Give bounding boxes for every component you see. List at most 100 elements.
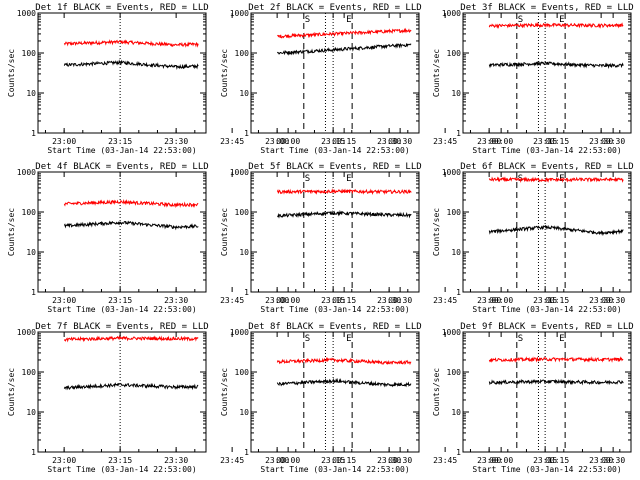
y-axis-label: Counts/sec	[432, 49, 441, 97]
start-marker-label: S	[518, 174, 523, 184]
x-axis-label: Start Time (03-Jan-14 22:53:00)	[47, 146, 196, 155]
chart-panel-3: Det 3f BLACK = Events, RED = LLD 1 10 100 10…	[432, 3, 634, 155]
chart-panel-9: Det 9f BLACK = Events, RED = LLD 1 10 100 10…	[432, 322, 634, 474]
y-tick-label: 100	[235, 49, 250, 58]
events-series-line	[488, 378, 624, 386]
lld-series-line	[63, 198, 199, 209]
chart-panel-8: Det 8f BLACK = Events, RED = LLD 1 10 100 10…	[220, 322, 625, 474]
x-tick-label: 23:45	[220, 137, 244, 146]
x-tick-label: 00:30	[601, 296, 625, 305]
y-tick-label: 1	[31, 288, 36, 297]
y-tick-label: 1000	[442, 328, 461, 337]
lld-series-line	[277, 27, 412, 39]
x-tick-label: 23:15	[108, 456, 132, 465]
x-tick-label: 23:15	[533, 137, 557, 146]
x-tick-label: 23:00	[265, 137, 289, 146]
x-tick-label: 23:30	[164, 296, 188, 305]
y-tick-label: 1	[456, 129, 461, 138]
y-tick-label: 100	[22, 368, 37, 377]
lld-series-line	[488, 176, 624, 183]
y-tick-label: 100	[447, 368, 462, 377]
y-tick-label: 100	[22, 49, 37, 58]
y-tick-label: 1000	[442, 9, 461, 18]
chart-title: Det 1f BLACK = Events, RED = LLD	[35, 3, 208, 13]
x-tick-label: 23:30	[589, 137, 613, 146]
x-tick-label: 23:30	[377, 137, 401, 146]
end-marker-label: E	[559, 15, 564, 25]
y-axis-label: Counts/sec	[7, 49, 16, 97]
x-tick-label: 23:15	[321, 296, 345, 305]
y-tick-label: 1	[244, 448, 249, 457]
x-tick-label: 00:00	[489, 456, 513, 465]
chart-panel-7: Det 7f BLACK = Events, RED = LLD11010010…	[7, 322, 412, 474]
x-tick-label: 23:30	[164, 137, 188, 146]
events-series-line	[63, 220, 199, 231]
x-tick-label: 23:00	[477, 456, 501, 465]
lld-series-line	[276, 356, 412, 366]
plot-frame	[462, 331, 632, 453]
x-tick-label: 23:15	[108, 296, 132, 305]
x-tick-label: 00:30	[388, 296, 412, 305]
x-tick-label: 23:30	[164, 456, 188, 465]
y-axis-label: Counts/sec	[220, 49, 229, 97]
y-tick-label: 10	[451, 248, 461, 257]
end-marker-label: E	[346, 15, 351, 25]
x-tick-label: 23:15	[321, 137, 345, 146]
x-tick-label: 23:30	[377, 456, 401, 465]
x-axis-label: Start Time (03-Jan-14 22:53:00)	[47, 465, 196, 474]
y-tick-label: 10	[26, 89, 36, 98]
x-tick-label: 23:00	[477, 137, 501, 146]
end-marker-label: E	[346, 174, 351, 184]
y-tick-label: 100	[22, 208, 37, 217]
chart-title: Det 5f BLACK = Events, RED = LLD	[248, 162, 421, 172]
y-tick-label: 1000	[17, 168, 36, 177]
x-tick-label: 00:15	[545, 456, 569, 465]
chart-title: Det 2f BLACK = Events, RED = LLD	[248, 3, 421, 13]
y-tick-label: 1000	[442, 168, 461, 177]
x-tick-label: 00:30	[388, 137, 412, 146]
plot-frame	[37, 12, 207, 134]
y-tick-label: 1	[31, 448, 36, 457]
y-tick-label: 1000	[230, 9, 249, 18]
plot-frame	[462, 171, 632, 293]
start-marker-label: S	[305, 174, 310, 184]
y-tick-label: 100	[235, 368, 250, 377]
plot-frame	[250, 12, 420, 134]
x-tick-label: 23:45	[433, 456, 457, 465]
x-tick-label: 00:15	[332, 296, 356, 305]
y-tick-label: 10	[239, 408, 249, 417]
x-tick-label: 23:15	[533, 296, 557, 305]
y-tick-label: 10	[239, 89, 249, 98]
end-marker-label: E	[346, 334, 351, 344]
chart-panel-4: Det 4f BLACK = Events, RED = LLD11010010…	[7, 162, 412, 314]
x-tick-label: 00:00	[276, 296, 300, 305]
x-tick-label: 00:00	[276, 137, 300, 146]
y-tick-label: 1	[456, 288, 461, 297]
y-axis-label: Counts/sec	[7, 368, 16, 416]
y-axis-label: Counts/sec	[220, 368, 229, 416]
events-series-line	[276, 42, 412, 56]
start-marker-label: S	[518, 15, 523, 25]
x-tick-label: 00:30	[601, 456, 625, 465]
x-tick-label: 23:15	[108, 137, 132, 146]
x-axis-label: Start Time (03-Jan-14 22:53:00)	[260, 146, 409, 155]
start-marker-label: S	[305, 334, 310, 344]
end-marker-label: E	[559, 334, 564, 344]
x-axis-label: Start Time (03-Jan-14 22:53:00)	[472, 305, 621, 314]
x-tick-label: 00:15	[332, 137, 356, 146]
x-tick-label: 00:30	[388, 456, 412, 465]
x-tick-label: 23:00	[52, 137, 76, 146]
x-tick-label: 23:15	[321, 456, 345, 465]
x-tick-label: 00:30	[601, 137, 625, 146]
y-axis-label: Counts/sec	[432, 368, 441, 416]
start-marker-label: S	[518, 334, 523, 344]
x-tick-label: 00:15	[332, 456, 356, 465]
plot-frame	[37, 171, 207, 293]
events-series-line	[277, 209, 412, 219]
chart-title: Det 6f BLACK = Events, RED = LLD	[460, 162, 633, 172]
chart-title: Det 3f BLACK = Events, RED = LLD	[460, 3, 633, 13]
chart-title: Det 8f BLACK = Events, RED = LLD	[248, 322, 421, 332]
x-tick-label: 23:00	[477, 296, 501, 305]
y-tick-label: 1000	[17, 328, 36, 337]
y-tick-label: 100	[447, 49, 462, 58]
